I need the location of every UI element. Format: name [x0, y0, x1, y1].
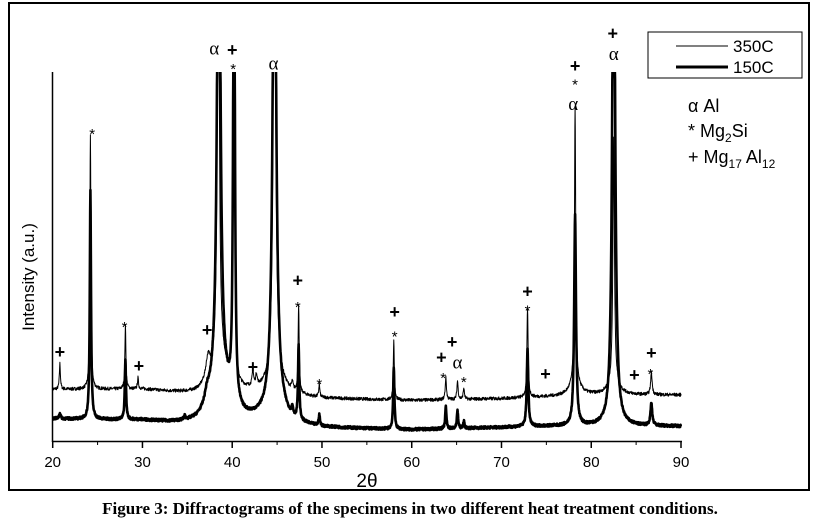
peak-annotation: * — [648, 366, 654, 383]
phase-key-text: Al — [742, 147, 762, 167]
series-line-150c — [52, 72, 682, 432]
phase-key-symbol: α — [688, 96, 703, 116]
peak-annotation: + — [522, 281, 533, 301]
phase-key-text: Al — [703, 96, 719, 116]
x-tick-label: 40 — [224, 454, 241, 471]
figure-border — [8, 2, 810, 491]
x-tick-label: 80 — [583, 454, 600, 471]
peak-annotation: * — [440, 370, 446, 387]
peak-annotations: +**++α +*+α+**+*+*+α*+*++*α+α++* — [55, 24, 657, 393]
x-ticks: 20 30 40 50 60 70 80 90 — [44, 441, 689, 471]
x-axis-label: 2θ — [356, 471, 377, 492]
phase-key-item: α Al — [688, 96, 719, 116]
peak-annotation: * — [295, 299, 301, 316]
peak-annotation: * — [122, 319, 128, 336]
legend: 350C 150C — [647, 31, 803, 79]
phase-key-subscript: 2 — [725, 131, 732, 145]
legend-box — [647, 31, 803, 79]
peak-annotation: * — [461, 374, 467, 391]
y-axis-label: Intensity (a.u.) — [19, 223, 38, 331]
peak-annotation: + — [55, 342, 66, 362]
peak-annotation: + — [436, 348, 447, 368]
peak-annotation: α — [453, 352, 463, 373]
peak-annotation: * — [316, 376, 322, 393]
peak-annotation: + — [134, 356, 145, 376]
series-line-350c — [52, 72, 682, 402]
peak-annotation: + — [540, 364, 551, 384]
peak-annotation: * — [572, 76, 578, 93]
legend-label-350c: 350C — [733, 37, 774, 56]
x-tick-label: 30 — [134, 454, 151, 471]
peak-annotation: α — [209, 39, 219, 60]
phase-key-subscript: 17 — [729, 157, 743, 171]
peak-annotation: + — [447, 332, 458, 352]
peak-annotation: + — [570, 56, 581, 76]
x-tick-label: 20 — [44, 454, 61, 471]
x-tick-label: 50 — [314, 454, 331, 471]
phase-key-text: Mg — [704, 147, 729, 167]
peak-annotation: * — [230, 61, 236, 78]
phase-key-symbol: * — [688, 121, 700, 141]
peak-annotation: + — [227, 40, 238, 60]
x-tick-label: 60 — [403, 454, 420, 471]
curves-layer — [52, 72, 682, 432]
peak-annotation: * — [89, 126, 95, 143]
phase-key-item: * Mg2Si — [688, 121, 748, 145]
peak-annotation: + — [608, 24, 619, 44]
peak-annotation: + — [389, 302, 400, 322]
peak-annotation: * — [525, 303, 531, 320]
phase-key: α Al* Mg2Si+ Mg17 Al12 — [688, 96, 776, 171]
peak-annotation: α — [609, 44, 619, 65]
peak-annotation: + — [646, 343, 657, 363]
peak-annotation: + — [292, 270, 303, 290]
phase-key-text: Mg — [700, 121, 725, 141]
x-tick-label: 90 — [673, 454, 690, 471]
peak-annotation: α — [269, 53, 279, 74]
peak-annotation: + — [248, 357, 259, 377]
phase-key-item: + Mg17 Al12 — [688, 147, 776, 171]
peak-annotation: + — [629, 365, 640, 385]
phase-key-symbol: + — [688, 147, 704, 167]
peak-annotation: * — [392, 328, 398, 345]
phase-key-text: Si — [732, 121, 748, 141]
figure-caption: Figure 3: Diffractograms of the specimen… — [102, 499, 718, 518]
x-tick-label: 70 — [493, 454, 510, 471]
peak-annotation: α — [568, 94, 578, 115]
peak-annotation: + — [202, 320, 213, 340]
phase-key-subscript: 12 — [762, 157, 776, 171]
legend-label-150c: 150C — [733, 58, 774, 77]
